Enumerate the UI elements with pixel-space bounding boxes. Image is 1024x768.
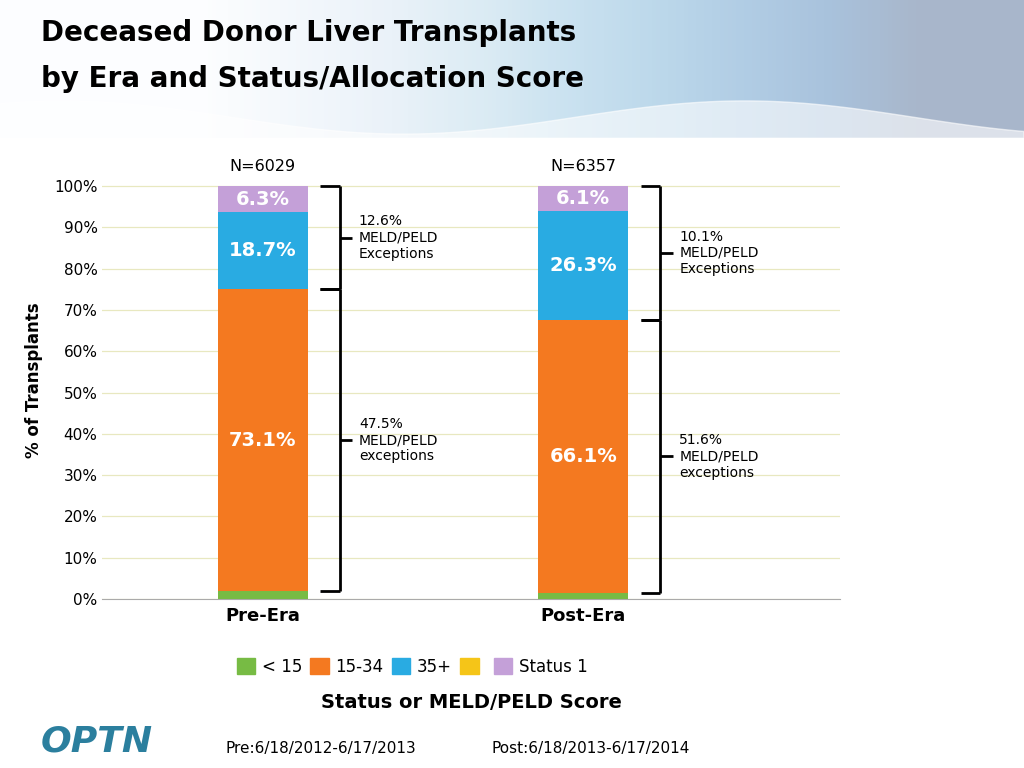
Text: Post:6/18/2013-6/17/2014: Post:6/18/2013-6/17/2014 [492, 741, 690, 756]
Text: Status or MELD/PELD Score: Status or MELD/PELD Score [321, 694, 622, 712]
Text: 10.1%
MELD/PELD
Exceptions: 10.1% MELD/PELD Exceptions [679, 230, 759, 276]
Y-axis label: % of Transplants: % of Transplants [25, 303, 43, 458]
Bar [539, 593, 628, 599]
Text: 6.1%: 6.1% [556, 189, 610, 208]
Text: 18.7%: 18.7% [229, 241, 297, 260]
Text: 47.5%
MELD/PELD
exceptions: 47.5% MELD/PELD exceptions [358, 417, 438, 463]
Bar [539, 319, 628, 593]
Text: Pre:6/18/2012-6/17/2013: Pre:6/18/2012-6/17/2013 [225, 741, 416, 756]
Text: 6.3%: 6.3% [236, 190, 290, 209]
Bar [218, 290, 307, 591]
Bar [218, 186, 307, 212]
Legend: < 15, 15-34, 35+, , Status 1: < 15, 15-34, 35+, , Status 1 [230, 651, 594, 683]
Text: 51.6%
MELD/PELD
exceptions: 51.6% MELD/PELD exceptions [679, 433, 759, 479]
Text: 12.6%
MELD/PELD
Exceptions: 12.6% MELD/PELD Exceptions [358, 214, 438, 261]
Text: 26.3%: 26.3% [550, 256, 617, 275]
Text: OPTN: OPTN [41, 724, 153, 758]
Bar [218, 212, 307, 290]
Bar [218, 591, 307, 599]
Text: Deceased Donor Liver Transplants: Deceased Donor Liver Transplants [41, 19, 577, 47]
Text: N=6357: N=6357 [550, 159, 616, 174]
Text: 73.1%: 73.1% [229, 431, 296, 450]
Text: 66.1%: 66.1% [549, 447, 617, 466]
Bar [539, 211, 628, 319]
Text: by Era and Status/Allocation Score: by Era and Status/Allocation Score [41, 65, 584, 93]
Text: N=6029: N=6029 [229, 159, 296, 174]
Bar [539, 186, 628, 211]
